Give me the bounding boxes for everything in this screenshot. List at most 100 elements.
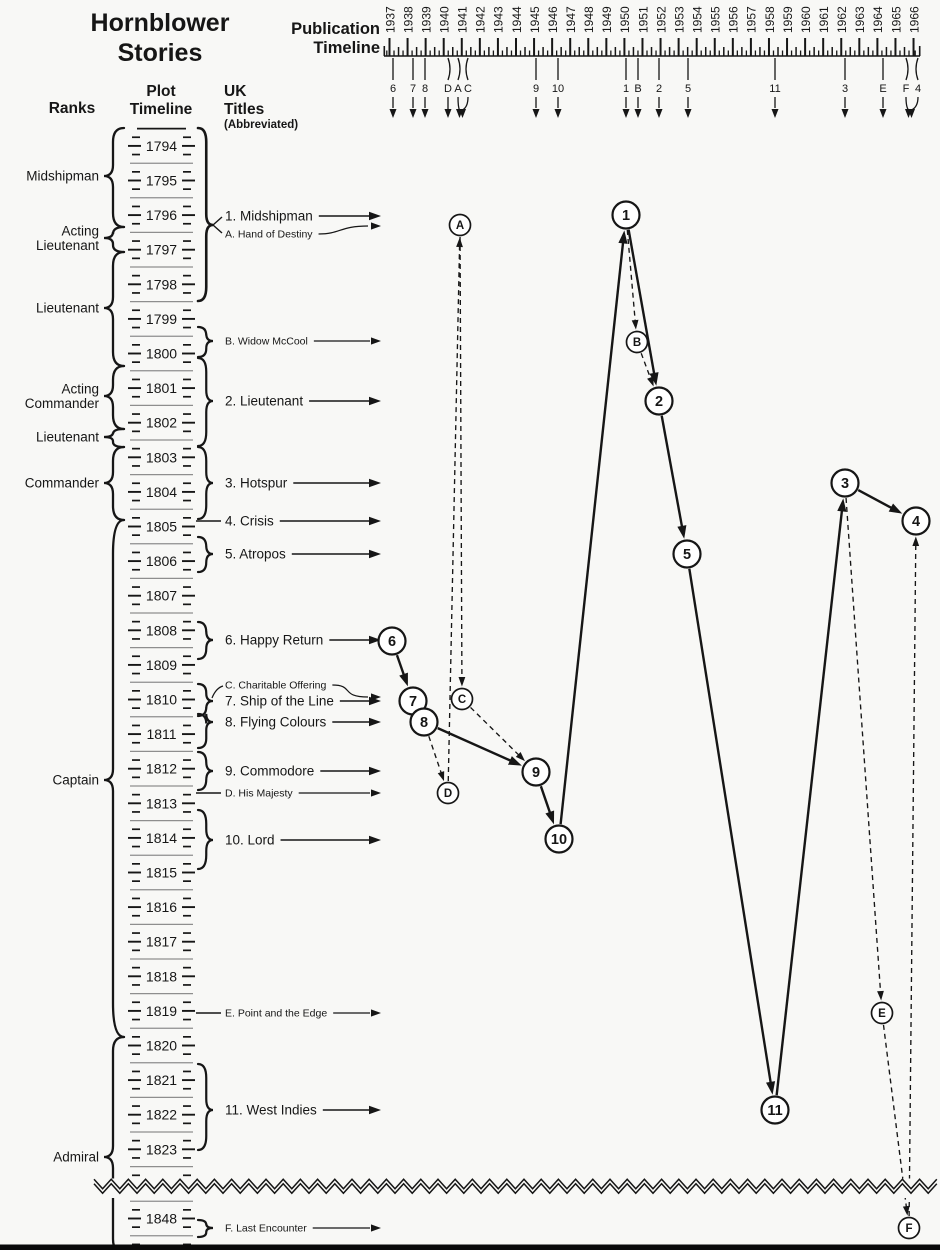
- svg-text:1944: 1944: [510, 6, 524, 33]
- title-brace: [196, 325, 214, 359]
- pub-year-label: 1941: [456, 6, 470, 33]
- title-row-2: 2. Lieutenant: [225, 394, 381, 409]
- arrowhead: [634, 109, 642, 118]
- svg-text:1939: 1939: [419, 6, 433, 33]
- title-label-4: 4. Crisis: [225, 514, 274, 529]
- arrowhead: [532, 109, 540, 118]
- arrowhead: [908, 109, 915, 118]
- svg-text:1953: 1953: [672, 6, 686, 33]
- arrowhead: [437, 771, 445, 782]
- svg-text:B: B: [634, 83, 641, 95]
- publication-pointer-arrows: 6 7 8 D A C 9 10 1 B 2 5 11 3 E F 4: [389, 57, 921, 118]
- svg-text:B: B: [633, 337, 641, 349]
- arrowhead: [369, 478, 381, 488]
- svg-text:C: C: [464, 83, 472, 95]
- svg-text:8: 8: [420, 715, 428, 731]
- svg-text:10: 10: [552, 83, 564, 95]
- arrowhead: [371, 337, 381, 345]
- title-brace: [196, 682, 214, 718]
- svg-text:1937: 1937: [383, 6, 397, 33]
- svg-text:7: 7: [409, 694, 417, 710]
- rank-captain-brace: [103, 518, 126, 1039]
- pub-year-label: 1945: [528, 6, 542, 33]
- svg-text:Captain: Captain: [52, 773, 99, 788]
- svg-text:1: 1: [622, 208, 630, 224]
- story-nodes: 1 2 3 4 5 6 78 9 10 11 A B C D E F: [377, 200, 931, 1240]
- pub-pointer-10: 10: [552, 58, 564, 118]
- title-brace: [196, 445, 214, 521]
- pub-pointer-4: 4: [908, 57, 921, 118]
- svg-text:1800: 1800: [146, 346, 177, 362]
- svg-text:9: 9: [533, 83, 539, 95]
- arrowhead: [677, 525, 687, 539]
- svg-text:1798: 1798: [146, 276, 177, 292]
- edge-dashed-1-B: [626, 229, 639, 330]
- rank-acting-commander-brace: [103, 364, 126, 431]
- arrowhead: [371, 789, 381, 797]
- svg-text:4: 4: [915, 83, 921, 95]
- svg-text:E: E: [879, 83, 886, 95]
- node-E: E: [870, 1001, 894, 1025]
- arrowhead: [459, 109, 466, 118]
- pub-year-label: 1957: [745, 6, 759, 33]
- svg-text:1941: 1941: [456, 6, 470, 33]
- title-brace: [196, 808, 214, 871]
- pub-year-label: 1953: [672, 6, 686, 33]
- svg-text:1810: 1810: [146, 692, 177, 708]
- rank-admiral-brace: [103, 1035, 126, 1250]
- svg-text:1804: 1804: [146, 484, 177, 500]
- svg-text:1811: 1811: [146, 726, 176, 742]
- page-title-line2: Stories: [117, 39, 203, 67]
- svg-text:11: 11: [767, 1103, 782, 1119]
- svg-text:1958: 1958: [763, 6, 777, 33]
- arrowhead: [444, 109, 452, 118]
- pub-year-label: 1942: [474, 6, 488, 33]
- title-row-E: E. Point and the Edge: [196, 1008, 381, 1020]
- svg-text:3: 3: [841, 476, 849, 492]
- edge-solid-6-7: [395, 654, 408, 687]
- svg-text:1823: 1823: [146, 1141, 177, 1157]
- svg-text:1819: 1819: [146, 1003, 177, 1019]
- timeline-break: [92, 1178, 940, 1198]
- pub-pointer-1: 1: [622, 58, 630, 118]
- arrowhead: [888, 503, 903, 514]
- pub-year-label: 1961: [817, 6, 831, 33]
- pub-year-label: 1950: [618, 6, 632, 33]
- publication-order-edges: [395, 229, 920, 1217]
- arrowhead: [409, 109, 417, 118]
- title-row-4: 4. Crisis: [196, 514, 381, 529]
- svg-text:1949: 1949: [600, 6, 614, 33]
- publication-timeline-label-line2: Timeline: [313, 38, 380, 57]
- rank-commander-brace: [103, 445, 126, 522]
- arrowhead: [369, 696, 381, 706]
- arrowhead: [649, 372, 659, 386]
- svg-text:1808: 1808: [146, 622, 177, 638]
- node-11: 11: [760, 1095, 790, 1125]
- pub-year-label: 1948: [582, 6, 596, 33]
- svg-text:1964: 1964: [871, 6, 885, 33]
- arrowhead: [545, 810, 555, 825]
- title-row-1: 1. Midshipman: [225, 209, 381, 224]
- svg-text:1966: 1966: [907, 6, 921, 33]
- pub-year-label: 1960: [799, 6, 813, 33]
- arrowhead: [684, 109, 692, 118]
- pub-pointer-11: 11: [769, 58, 781, 118]
- pub-year-label: 1958: [763, 6, 777, 33]
- svg-text:F: F: [905, 1223, 912, 1235]
- arrowhead: [771, 109, 779, 118]
- svg-text:1963: 1963: [853, 6, 867, 33]
- arrowhead: [877, 990, 884, 1001]
- pub-pointer-3: 3: [841, 58, 849, 118]
- svg-text:1: 1: [623, 83, 629, 95]
- svg-text:1946: 1946: [546, 6, 560, 33]
- node-B: B: [625, 330, 649, 354]
- title-label-A: A. Hand of Destiny: [225, 229, 313, 241]
- title-brace: [196, 126, 214, 303]
- arrowhead: [647, 376, 654, 387]
- node-8: 8: [409, 707, 439, 737]
- node-F: F: [897, 1216, 921, 1240]
- title-brace: [196, 620, 214, 661]
- svg-text:Acting: Acting: [61, 224, 99, 239]
- pub-year-label: 1954: [690, 6, 704, 33]
